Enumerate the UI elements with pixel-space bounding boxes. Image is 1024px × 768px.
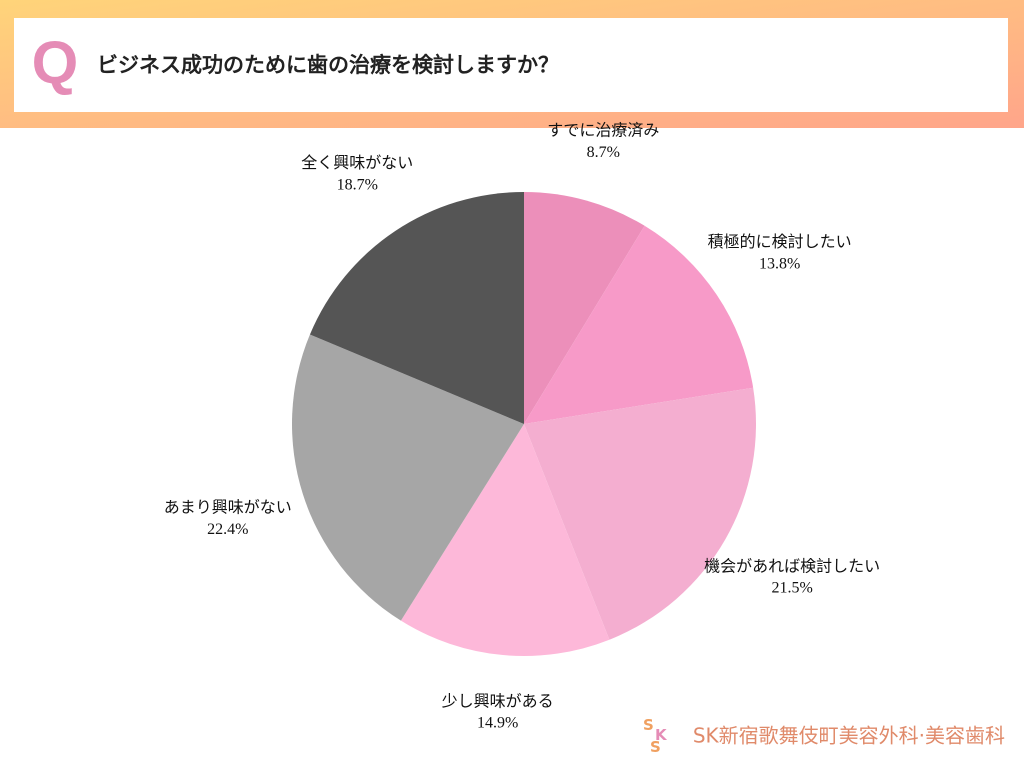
value-label: 21.5% xyxy=(771,580,812,597)
pie-slice xyxy=(524,192,645,424)
pie-slice xyxy=(400,424,610,656)
logo-icon: S K S xyxy=(643,716,668,756)
slice-label: すでに治療済み xyxy=(547,121,659,140)
slice-label: 積極的に検討したい xyxy=(708,232,852,251)
question-mark: Q xyxy=(32,29,79,96)
slice-label: 機会があれば検討したい xyxy=(704,556,880,575)
value-label: 18.7% xyxy=(337,176,378,193)
logo-glyph: S xyxy=(650,738,661,756)
logo-glyph: S xyxy=(643,716,654,734)
logo-glyph: K xyxy=(655,726,668,744)
header-box xyxy=(14,18,1008,112)
value-label: 22.4% xyxy=(207,521,248,538)
slice-label: あまり興味がない xyxy=(164,498,292,517)
pie-slice xyxy=(292,334,524,621)
slice-label: 全く興味がない xyxy=(301,153,413,172)
pie-slice xyxy=(309,192,524,424)
value-label: 8.7% xyxy=(587,144,620,161)
slice-label: 少し興味がある xyxy=(442,692,554,711)
logo-text: SK新宿歌舞伎町美容外科·美容歯科 xyxy=(693,724,1005,748)
value-label: 14.9% xyxy=(477,715,518,732)
chart-title: ビジネス成功のために歯の治療を検討しますか？ xyxy=(97,53,559,77)
value-label: 13.8% xyxy=(759,255,800,272)
pie-slice xyxy=(524,225,754,424)
pie-slice xyxy=(524,387,756,640)
